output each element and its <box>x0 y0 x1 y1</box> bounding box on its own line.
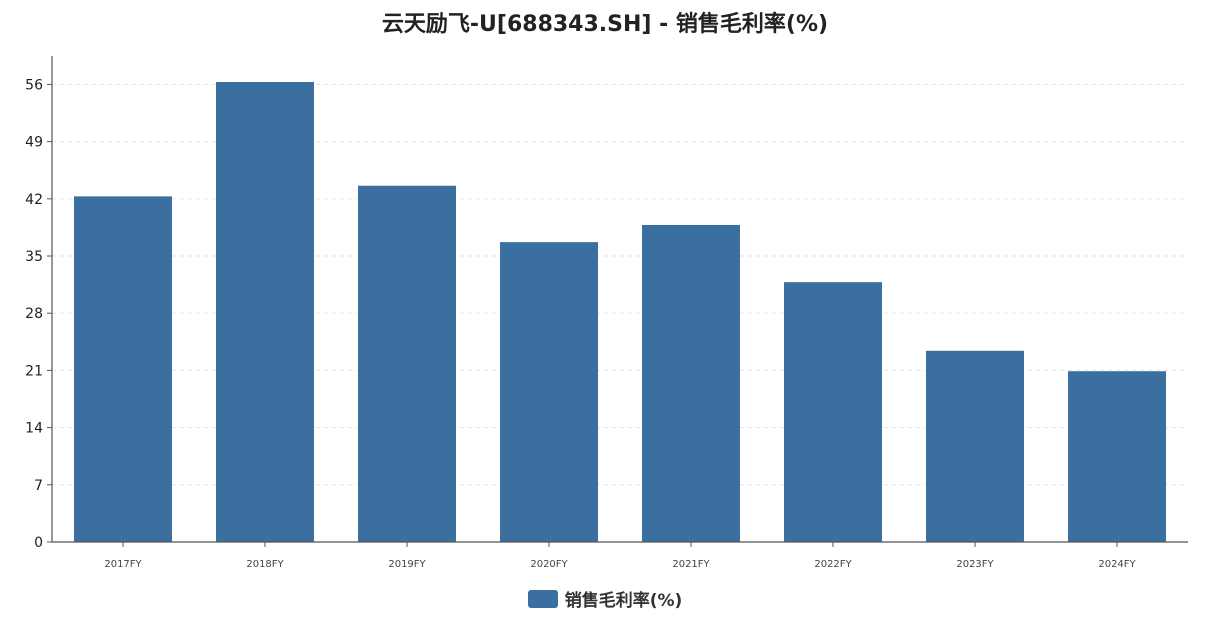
y-tick-labels: 0 7 14 21 28 35 42 49 56 <box>25 77 43 551</box>
y-tick-label: 49 <box>25 135 43 151</box>
y-tick-label: 0 <box>34 535 43 551</box>
x-tick-label: 2017FY <box>104 559 142 570</box>
y-tick-label: 14 <box>25 421 43 437</box>
legend-label: 销售毛利率(%) <box>564 591 683 611</box>
y-tick-label: 7 <box>34 478 43 494</box>
y-tick-label: 56 <box>25 77 43 93</box>
bar-2021FY <box>642 224 740 542</box>
y-tick-label: 35 <box>25 249 43 265</box>
x-tick-label: 2020FY <box>530 559 568 570</box>
bar-2019FY <box>358 185 456 542</box>
legend: 销售毛利率(%) <box>0 586 1210 611</box>
bar-2024FY <box>1068 371 1166 542</box>
bar-2023FY <box>926 350 1024 542</box>
bar-2018FY <box>216 81 314 542</box>
x-tick-label: 2022FY <box>814 559 852 570</box>
bar-2022FY <box>784 282 882 542</box>
y-tick-label: 21 <box>25 363 43 379</box>
chart-title: 云天励飞-U[688343.SH] - 销售毛利率(%) <box>381 12 829 37</box>
y-tick-label: 42 <box>25 192 43 208</box>
x-tick-label: 2018FY <box>246 559 284 570</box>
legend-swatch <box>527 589 558 608</box>
y-tick-label: 28 <box>25 306 43 322</box>
bar-2017FY <box>74 196 172 542</box>
bars <box>74 81 1166 542</box>
x-tick-label: 2023FY <box>956 559 994 570</box>
bar-2020FY <box>500 242 598 542</box>
axes <box>47 56 1188 547</box>
x-tick-label: 2024FY <box>1098 559 1136 570</box>
x-tick-label: 2019FY <box>388 559 426 570</box>
x-tick-labels: 2017FY 2018FY 2019FY 2020FY 2021FY 2022FY 2023… <box>104 559 1136 570</box>
x-tick-label: 2021FY <box>672 559 710 570</box>
